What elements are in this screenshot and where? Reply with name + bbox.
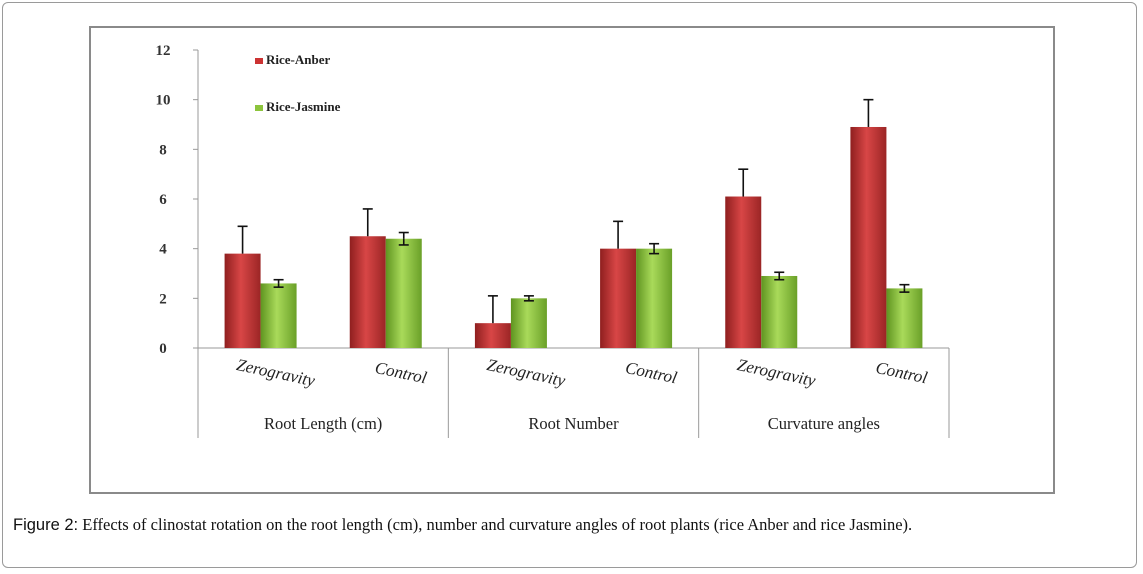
bar-rice-jasmine: [636, 248, 673, 348]
chart-container: 0 2 4 6 8 10 12 Root Length (cm) Zerogravity Cont…: [89, 26, 1055, 494]
category-label: Control: [874, 358, 929, 388]
figure-frame: [2, 2, 1137, 568]
chart-bars: [224, 98, 923, 348]
group-label: Root Number: [528, 414, 619, 433]
bar-rice-jasmine: [761, 275, 798, 348]
group-label: Root Length (cm): [264, 414, 382, 433]
category-label: Control: [373, 358, 428, 388]
bar-rice-jasmine: [886, 288, 923, 348]
bar-rice-anber: [224, 253, 261, 348]
y-tick-label: 6: [159, 192, 167, 208]
bar-rice-anber: [725, 196, 762, 348]
figure-caption: Figure 2: Effects of clinostat rotation …: [13, 515, 912, 535]
bar-rice-anber: [474, 323, 511, 348]
bar-rice-jasmine: [260, 283, 297, 348]
bar-rice-anber: [600, 248, 637, 348]
bar-rice-jasmine: [385, 238, 422, 348]
legend-label: Rice-Jasmine: [266, 99, 341, 114]
bar-rice-jasmine: [510, 298, 547, 348]
legend-swatch: [255, 105, 263, 111]
category-label: Zerogravity: [485, 355, 567, 390]
legend-label: Rice-Anber: [266, 52, 330, 67]
y-tick-label: 8: [159, 142, 167, 158]
figure-caption-label: Figure 2:: [13, 516, 79, 534]
category-label: Zerogravity: [235, 355, 317, 390]
bar-rice-anber: [349, 236, 386, 348]
category-label: Control: [624, 358, 679, 388]
y-tick-label: 0: [159, 341, 167, 357]
bar-rice-anber: [850, 126, 887, 348]
legend-swatch: [255, 58, 263, 64]
y-tick-label: 4: [159, 242, 167, 258]
category-label: Zerogravity: [735, 355, 817, 390]
figure-caption-text: Effects of clinostat rotation on the roo…: [78, 515, 913, 534]
group-label: Curvature angles: [768, 414, 880, 433]
chart-legend: Rice-Anber Rice-Jasmine: [255, 52, 341, 114]
y-tick-label: 2: [159, 291, 167, 307]
y-tick-label: 12: [156, 43, 171, 59]
bar-chart: 0 2 4 6 8 10 12 Root Length (cm) Zerogravity Cont…: [156, 43, 950, 438]
y-tick-label: 10: [156, 93, 171, 109]
